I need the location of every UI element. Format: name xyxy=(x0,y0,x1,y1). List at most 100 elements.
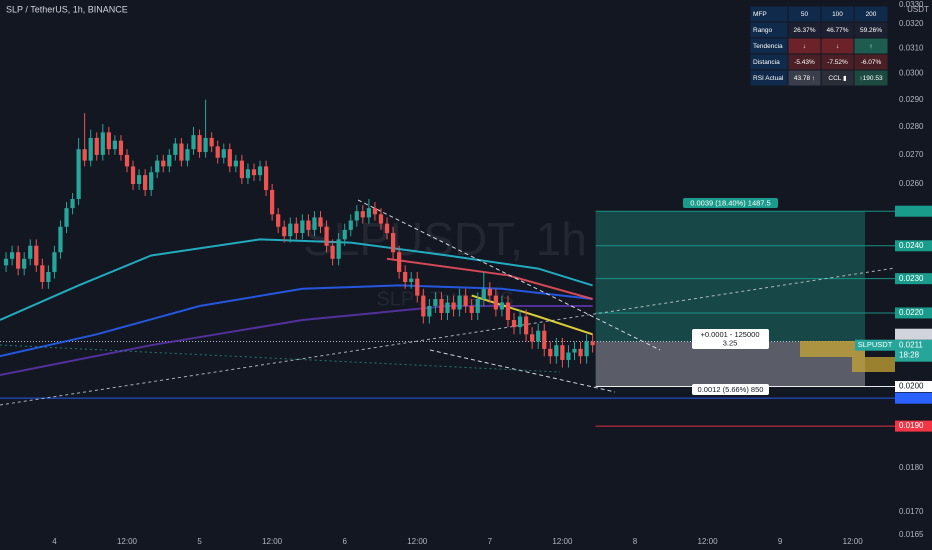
candle-body xyxy=(548,348,553,357)
annotation: +0.0001 - 125000 xyxy=(700,330,759,339)
table-cell xyxy=(854,6,888,22)
y-tick-label: 0.0310 xyxy=(899,43,924,52)
table-cell xyxy=(854,38,888,54)
candle-body xyxy=(130,166,136,185)
trendline xyxy=(357,199,661,351)
candle-body xyxy=(590,341,595,346)
x-tick-label: 7 xyxy=(488,537,493,546)
candle-body xyxy=(221,149,226,158)
candle-body xyxy=(397,252,402,272)
annotation-box xyxy=(692,329,769,349)
table-cell xyxy=(788,22,821,38)
candle-body xyxy=(439,299,444,313)
x-tick-label: 12:00 xyxy=(698,537,719,546)
candle-body xyxy=(22,258,27,269)
table-cell xyxy=(750,6,788,22)
candle-body xyxy=(306,220,311,230)
candle-body xyxy=(88,137,93,161)
candle-body xyxy=(257,166,263,176)
candle-body xyxy=(294,223,299,234)
candle-body xyxy=(536,330,541,342)
candle-body xyxy=(58,226,63,253)
candle-body xyxy=(505,302,511,321)
candle-body xyxy=(530,334,535,342)
candle-body xyxy=(384,223,390,234)
candle-body xyxy=(493,295,498,310)
candle-body xyxy=(499,302,505,310)
price-label: 0.0200 xyxy=(899,382,924,391)
candle-body xyxy=(403,271,408,283)
table-text: -6.07% xyxy=(861,59,882,66)
candle-body xyxy=(366,208,372,218)
y-axis-labels: 0.0330 0.0320 0.0310 0.0300 0.0290 0.0280 0.02… xyxy=(855,0,932,539)
candle-body xyxy=(118,140,124,155)
highlight-box xyxy=(800,341,865,357)
x-tick-label: 12:00 xyxy=(843,537,864,546)
candle-body xyxy=(451,302,456,310)
candle-body xyxy=(9,252,15,259)
table-text: ↓ xyxy=(803,43,806,50)
x-axis-labels: 4 12:00 5 12:00 6 12:00 7 12:00 8 12:00 9 12:00 xyxy=(52,537,863,546)
currency: USDT xyxy=(907,5,929,14)
table-cell xyxy=(788,70,821,86)
candles xyxy=(3,99,595,368)
candle-body xyxy=(209,137,214,147)
y-tick-label: 0.0170 xyxy=(899,507,924,516)
candle-body xyxy=(167,154,172,167)
table-cell xyxy=(821,6,854,22)
annotation-box xyxy=(692,384,769,395)
candle-body xyxy=(324,226,329,246)
candle-body xyxy=(578,348,583,357)
table-text: MFP xyxy=(753,11,767,18)
moving-average xyxy=(0,284,593,358)
candle-body xyxy=(52,252,57,272)
moving-average xyxy=(386,257,593,300)
table-cell xyxy=(750,38,788,54)
trendline xyxy=(0,267,896,406)
annotations: 0.0039 (18.40%) 1487.5 +0.0001 - 1250003.… xyxy=(683,198,778,395)
y-tick-label: 0.0165 xyxy=(899,530,924,539)
candle-body xyxy=(28,245,33,259)
candle-body xyxy=(40,265,45,283)
x-tick-label: 5 xyxy=(197,537,202,546)
candle-body xyxy=(427,305,432,317)
last-price-box xyxy=(895,339,932,362)
table-text: Tendencia xyxy=(753,43,783,50)
candle-body xyxy=(288,223,293,237)
table-text: 59.26% xyxy=(860,27,882,34)
table-cell xyxy=(821,38,854,54)
candle-body xyxy=(475,299,480,313)
price-label-box xyxy=(895,307,932,319)
table-cell xyxy=(750,22,788,38)
x-tick-label: 12:00 xyxy=(117,537,138,546)
y-tick-label: 0.0300 xyxy=(899,69,924,78)
candle-body xyxy=(318,217,323,227)
symbol-box xyxy=(855,339,895,351)
candle-body xyxy=(566,352,571,360)
table-cell xyxy=(821,22,854,38)
table-cell xyxy=(750,70,788,86)
candle-body xyxy=(517,316,523,328)
candle-body xyxy=(3,258,9,266)
candle-body xyxy=(203,137,208,153)
candle-body xyxy=(185,149,190,161)
candle-body xyxy=(263,166,269,190)
candle-body xyxy=(421,295,426,317)
price-label-box xyxy=(895,205,932,217)
x-tick-label: 4 xyxy=(52,537,57,546)
price-label-box xyxy=(895,273,932,285)
candle-body xyxy=(487,288,492,296)
candle-body xyxy=(336,239,341,259)
candle-body xyxy=(342,229,347,240)
x-tick-label: 12:00 xyxy=(552,537,573,546)
table-cell xyxy=(821,70,854,86)
table-text: 43.78 ↑ xyxy=(794,75,815,82)
x-tick-label: 9 xyxy=(778,537,783,546)
indicator-table: MFP 50 100 200 Rango 26.37% 46.77% 59.26% Tenden… xyxy=(750,6,888,86)
trendline xyxy=(429,349,616,393)
candle-body xyxy=(348,220,353,230)
price-label-box xyxy=(895,392,932,404)
x-tick-label: 12:00 xyxy=(262,537,283,546)
position-profit xyxy=(595,211,865,342)
